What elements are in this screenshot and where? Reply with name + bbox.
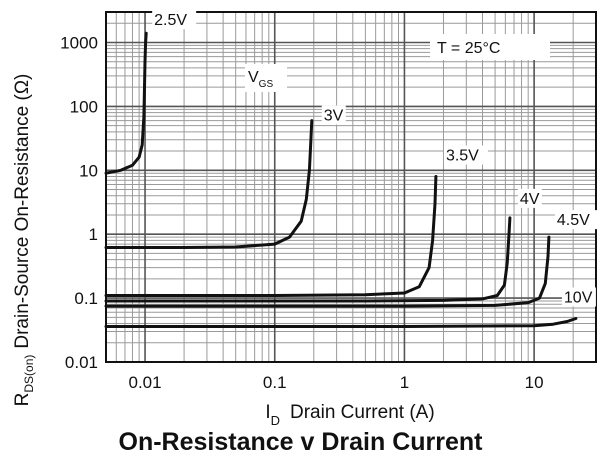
y-tick-labels: 0.01 0.1 1 10 100 1000 xyxy=(60,33,98,372)
x-tick-label: 10 xyxy=(525,373,544,392)
chart-title: On-Resistance v Drain Current xyxy=(118,428,483,456)
curve-label-bg xyxy=(152,10,197,30)
y-tick-label: 100 xyxy=(70,97,98,116)
x-tick-label: 0.01 xyxy=(128,373,161,392)
x-tick-label: 0.1 xyxy=(263,373,287,392)
y-tick-label: 0.1 xyxy=(74,289,98,308)
x-tick-labels: 0.01 0.1 1 10 xyxy=(128,373,543,392)
plot-frame xyxy=(105,11,597,363)
y-tick-label: 10 xyxy=(79,161,98,180)
curve-label-bg xyxy=(321,105,346,125)
vgs-annotation: VGS xyxy=(248,69,273,90)
vgs-annotation-bg xyxy=(245,64,287,92)
y-tick-label: 1000 xyxy=(60,33,98,52)
curve-label: 2.5V xyxy=(154,12,187,29)
curve-labels: 2.5V 3V 3.5V 4V 4.5V 10V xyxy=(152,10,599,307)
curve-label-bg xyxy=(443,145,488,165)
curve-10V xyxy=(104,317,578,328)
temperature-annotation-bg xyxy=(430,34,550,60)
curve-label: 4V xyxy=(520,191,540,208)
curves xyxy=(104,31,578,328)
curve-2_5V xyxy=(104,31,148,175)
curve-4_5V xyxy=(104,235,551,308)
curve-label: 3V xyxy=(324,108,344,125)
curve-label-bg xyxy=(517,188,542,208)
curve-label: 3.5V xyxy=(446,147,479,164)
curve-3_5V xyxy=(104,175,438,297)
y-tick-label: 0.01 xyxy=(65,353,98,372)
x-tick-label: 1 xyxy=(400,373,409,392)
curve-label: 4.5V xyxy=(557,212,590,229)
plot-background xyxy=(106,12,596,362)
curve-label: 10V xyxy=(564,289,593,306)
y-axis-title: RDS(on)Drain-Source On-Resistance (Ω) xyxy=(12,74,36,407)
y-tick-label: 1 xyxy=(89,225,98,244)
curve-4V xyxy=(104,216,512,303)
curve-label-bg xyxy=(561,287,596,307)
x-axis-title: ID Drain Current (A) xyxy=(265,402,434,428)
temperature-annotation: T = 25°C xyxy=(437,40,500,57)
curve-label-bg xyxy=(554,210,599,230)
curve-3V xyxy=(104,119,314,249)
